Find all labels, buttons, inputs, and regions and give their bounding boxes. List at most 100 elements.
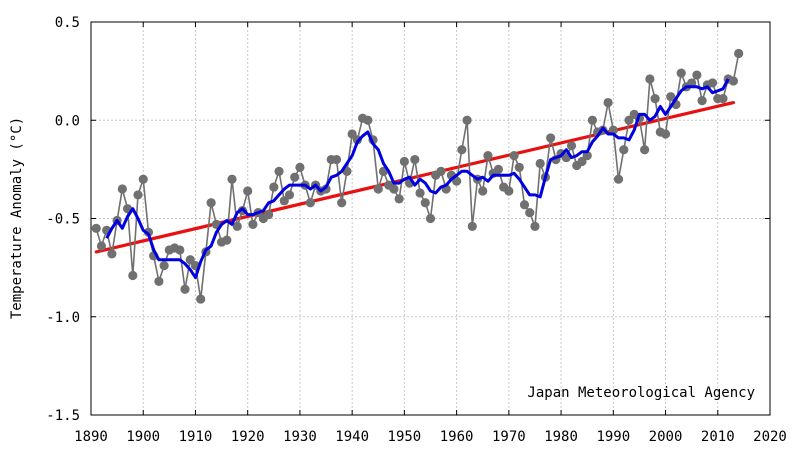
annual-point [331,154,342,165]
x-tick-label: 1960 [440,429,474,445]
y-tick-label: -1.5 [46,408,80,424]
annual-point [154,276,164,286]
annual-point [143,227,154,237]
moving-average-series [105,78,730,279]
x-tick-label: 2010 [701,429,735,445]
annual-point [577,156,587,167]
annual-point [295,162,305,173]
annual-point [734,48,744,59]
annual-point [697,96,707,106]
x-tick-label: 1950 [388,429,422,445]
annual-point [269,182,279,192]
annual-point [363,115,373,125]
annual-point [128,270,138,281]
annual-point [222,235,232,245]
annual-point [692,70,702,80]
annual-point [321,184,331,194]
annual-point [133,190,143,200]
annual-point [645,74,655,84]
annual-point [613,174,624,184]
annual-point [608,125,618,135]
annual-point [196,294,206,304]
annual-point [462,115,472,125]
annual-point [274,166,284,176]
annual-point [159,261,169,271]
annual-point [248,219,258,229]
annual-point [91,223,101,233]
x-tick-label: 1940 [335,429,369,445]
annual-point [420,198,430,208]
annual-point [587,115,598,125]
x-tick-label: 1920 [231,429,265,445]
x-tick-label: 1900 [126,429,160,445]
annual-point [519,200,530,210]
annual-point [107,249,117,259]
annual-point [243,186,253,196]
annual-point [582,151,592,161]
annual-point [415,188,425,198]
x-tick-label: 2020 [753,429,787,445]
annual-point [305,198,315,208]
annual-point [509,151,519,161]
annual-point [263,209,274,220]
annual-point [457,145,467,155]
annual-point [389,184,399,194]
y-axis-title: Temperature Anomaly (°C) [9,117,25,319]
annual-point [514,162,524,173]
annual-point [718,94,728,104]
annual-point [530,221,540,231]
y-tick-label: -0.5 [46,212,80,228]
annual-point [394,194,404,204]
source-credit: Japan Meteorological Agency [527,385,755,401]
x-tick-label: 1930 [283,429,317,445]
annual-point [279,196,289,206]
annual-point [478,186,488,196]
annual-point [650,94,660,104]
annual-point [347,129,357,139]
annual-point [493,164,503,174]
annual-point [227,174,237,184]
annual-point [232,221,242,231]
x-tick-label: 1910 [179,429,213,445]
y-tick-label: 0.0 [55,113,80,129]
annual-point [483,151,493,161]
annual-point [284,190,295,200]
annual-point [399,156,409,167]
gridlines [91,22,770,415]
annual-point [603,97,613,108]
annual-point [546,133,556,143]
annual-point [337,198,347,208]
annual-point [96,241,107,251]
annual-point [425,213,436,224]
x-tick-label: 1990 [596,429,630,445]
annual-point [180,284,190,294]
annual-point [504,186,514,196]
annual-point [624,115,634,125]
annual-point [707,78,718,88]
annual-point [619,145,629,155]
annual-point [660,129,671,139]
annual-point [410,154,420,165]
annual-point [566,141,577,151]
y-tick-label: -1.0 [46,310,80,326]
annual-point [185,255,195,265]
annual-point [436,166,446,176]
x-tick-label: 1970 [492,429,526,445]
annual-point [467,221,477,231]
x-axis-ticks: 1890 1900 1910 1920 1930 1940 1950 1960 1970 1980… [74,22,787,445]
annual-point [535,158,545,169]
annual-point [373,184,383,194]
annual-point [290,172,300,182]
annual-point [175,245,185,255]
x-tick-label: 2000 [649,429,683,445]
x-tick-label: 1980 [544,429,578,445]
x-tick-label: 1890 [74,429,108,445]
annual-point [640,145,650,155]
annual-point [687,78,697,88]
y-tick-label: 0.5 [55,15,80,31]
annual-point [117,184,127,194]
moving-average-line [105,78,730,279]
annual-point [525,208,535,218]
